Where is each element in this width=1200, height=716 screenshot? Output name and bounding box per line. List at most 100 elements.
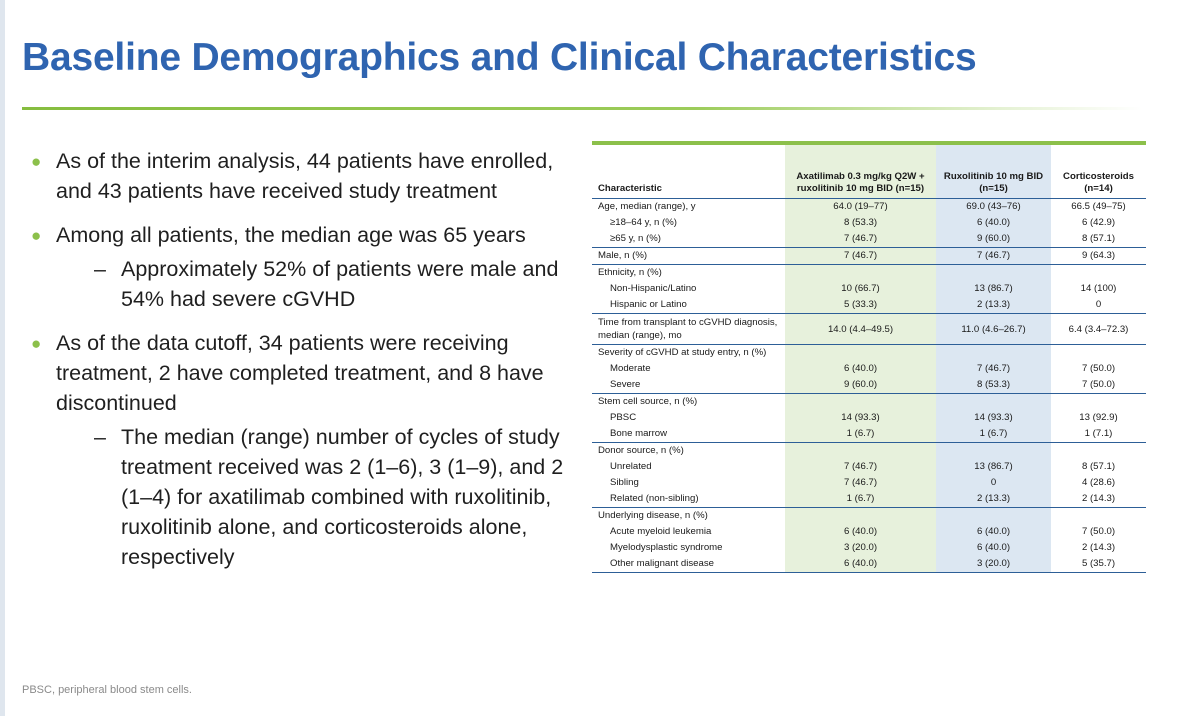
cell-corticosteroids: 9 (64.3) [1051,247,1146,265]
cell-ruxolitinib: 2 (13.3) [936,297,1051,314]
row-label: Severity of cGVHD at study entry, n (%) [592,344,785,361]
cell-corticosteroids: 8 (57.1) [1081,461,1116,472]
cell-ruxolitinib [936,442,1051,459]
cell-axatilimab: 1 (6.7) [785,491,936,508]
cell-corticosteroids: 7 (50.0) [1081,363,1116,374]
cell-ruxolitinib: 1 (6.7) [936,426,1051,443]
header-axatilimab: Axatilimab 0.3 mg/kg Q2W + ruxolitinib 1… [785,145,936,199]
cell-ruxolitinib: 11.0 (4.6–26.7) [936,313,1051,345]
cell-corticosteroids: 0 [1095,299,1102,310]
row-label: Underlying disease, n (%) [592,507,785,524]
cell-axatilimab: 14.0 (4.4–49.5) [785,313,936,345]
cell-axatilimab: 6 (40.0) [785,556,936,573]
sub-bullet-item: – The median (range) number of cycles of… [56,422,568,572]
cell-axatilimab: 1 (6.7) [785,426,936,443]
table-row: Severe 9 (60.0) 8 (53.3) 7 (50.0) [592,377,1146,394]
cell-corticosteroids: 13 (92.9) [1079,412,1118,423]
cell-axatilimab [785,507,936,524]
row-label: Other malignant disease [592,556,785,573]
row-label: Donor source, n (%) [592,442,785,459]
bullet-dot-icon: ● [31,152,42,171]
cell-axatilimab: 64.0 (19–77) [785,198,936,215]
table-row: Donor source, n (%) [592,442,1146,459]
cell-ruxolitinib [936,507,1051,524]
table-row: Sibling 7 (46.7) 0 4 (28.6) [592,475,1146,491]
cell-ruxolitinib: 14 (93.3) [936,410,1051,426]
cell-axatilimab: 5 (33.3) [785,297,936,314]
cell-ruxolitinib: 9 (60.0) [936,231,1051,248]
row-label: Ethnicity, n (%) [592,264,785,281]
row-label: Time from transplant to cGVHD diagnosis,… [592,313,785,345]
cell-corticosteroids: 8 (57.1) [1081,233,1116,244]
cell-axatilimab: 14 (93.3) [785,410,936,426]
bullet-text: As of the interim analysis, 44 patients … [56,149,554,203]
cell-corticosteroids: 1 (7.1) [1084,428,1113,439]
sub-bullet-item: – Approximately 52% of patients were mal… [56,254,568,314]
title-divider [22,107,1142,110]
cell-ruxolitinib: 2 (13.3) [936,491,1051,508]
row-label: Related (non-sibling) [610,493,699,504]
table-row: Acute myeloid leukemia 6 (40.0) 6 (40.0) 7 … [592,524,1146,540]
header-corticosteroids: Corticosteroids (n=14) [1051,145,1146,199]
table-top-bar [592,141,1146,145]
row-label: Non-Hispanic/Latino [610,283,697,294]
table-row: Severity of cGVHD at study entry, n (%) [592,344,1146,361]
dash-icon: – [94,257,106,281]
table-row: Stem cell source, n (%) [592,393,1146,410]
cell-ruxolitinib [936,344,1051,361]
row-label: ≥18–64 y, n (%) [610,217,677,228]
row-label: Male, n (%) [592,247,785,265]
row-label: Age, median (range), y [598,201,696,212]
table-row: Underlying disease, n (%) [592,507,1146,524]
table-row: Bone marrow 1 (6.7) 1 (6.7) 1 (7.1) [592,426,1146,443]
cell-axatilimab: 10 (66.7) [785,281,936,297]
cell-corticosteroids [1051,442,1146,459]
cell-axatilimab: 7 (46.7) [785,231,936,248]
row-label: Stem cell source, n (%) [592,393,785,410]
row-label: Myelodysplastic syndrome [610,542,723,553]
cell-corticosteroids: 14 (100) [1080,283,1117,294]
cell-ruxolitinib: 69.0 (43–76) [936,198,1051,215]
row-label: Sibling [610,477,639,488]
cell-axatilimab: 3 (20.0) [785,540,936,556]
left-edge-strip [0,0,5,716]
cell-axatilimab [785,264,936,281]
cell-ruxolitinib: 8 (53.3) [936,377,1051,394]
table: Characteristic Axatilimab 0.3 mg/kg Q2W … [592,145,1146,573]
cell-axatilimab: 7 (46.7) [785,247,936,265]
table-row: Other malignant disease 6 (40.0) 3 (20.0) 5… [592,556,1146,573]
footnote: PBSC, peripheral blood stem cells. [22,684,192,696]
bullet-text: Among all patients, the median age was 6… [56,223,526,247]
row-label: Bone marrow [610,428,668,439]
table-row: Age, median (range), y 64.0 (19–77) 69.0 (… [592,198,1146,215]
bullet-list: ● As of the interim analysis, 44 patient… [28,146,568,586]
cell-axatilimab: 6 (40.0) [785,361,936,377]
row-label: Unrelated [610,461,652,472]
table-row: ≥65 y, n (%) 7 (46.7) 9 (60.0) 8 (57.1) [592,231,1146,248]
cell-corticosteroids: 2 (14.3) [1081,542,1116,553]
table-row: Time from transplant to cGVHD diagnosis,… [592,313,1146,345]
cell-corticosteroids: 6.4 (3.4–72.3) [1051,313,1146,345]
table-row: Moderate 6 (40.0) 7 (46.7) 7 (50.0) [592,361,1146,377]
table-row: Non-Hispanic/Latino 10 (66.7) 13 (86.7) 14 … [592,281,1146,297]
row-label: Acute myeloid leukemia [610,526,712,537]
cell-ruxolitinib: 13 (86.7) [936,459,1051,475]
cell-corticosteroids: 5 (35.7) [1051,556,1146,573]
cell-corticosteroids [1051,264,1146,281]
bullet-dot-icon: ● [31,226,42,245]
row-label: Severe [610,379,641,390]
bullet-text: As of the data cutoff, 34 patients were … [56,331,544,415]
table-row: Related (non-sibling) 1 (6.7) 2 (13.3) 2 (1… [592,491,1146,508]
table-header-row: Characteristic Axatilimab 0.3 mg/kg Q2W … [592,145,1146,199]
row-label: ≥65 y, n (%) [610,233,661,244]
cell-axatilimab: 8 (53.3) [785,215,936,231]
page-title: Baseline Demographics and Clinical Chara… [22,36,977,79]
bullet-item: ● As of the interim analysis, 44 patient… [28,146,568,206]
row-label: Hispanic or Latino [610,299,687,310]
cell-corticosteroids [1051,344,1146,361]
cell-ruxolitinib: 3 (20.0) [936,556,1051,573]
cell-corticosteroids: 7 (50.0) [1081,526,1116,537]
cell-ruxolitinib: 0 [936,475,1051,491]
table-row: Ethnicity, n (%) [592,264,1146,281]
sub-bullet-text: The median (range) number of cycles of s… [121,425,564,569]
